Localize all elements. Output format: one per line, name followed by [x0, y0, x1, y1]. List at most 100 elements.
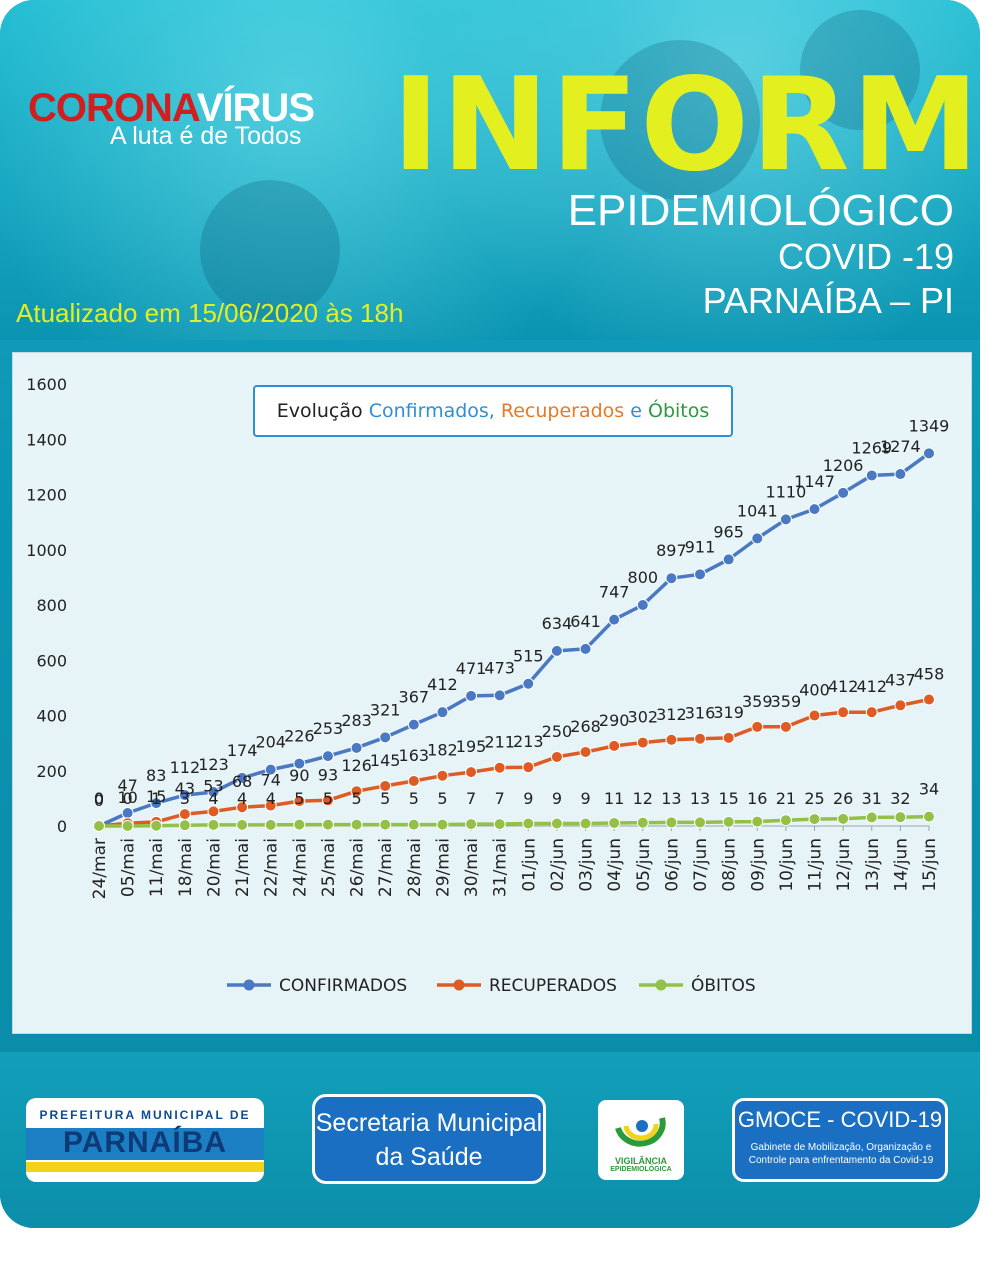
data-point — [550, 817, 563, 830]
data-point — [665, 816, 678, 829]
city-label: PARNAÍBA – PI — [702, 280, 954, 321]
data-point — [236, 771, 249, 784]
data-label: 268 — [570, 717, 601, 736]
series-line-2 — [99, 814, 930, 828]
x-tick-label: 12/jun — [834, 838, 854, 892]
data-label: 13 — [661, 789, 681, 808]
data-point — [293, 795, 306, 808]
data-label: 53 — [203, 776, 223, 795]
data-label: 250 — [542, 722, 573, 741]
data-label: 90 — [289, 766, 309, 785]
data-label: 747 — [599, 583, 630, 602]
data-point — [665, 733, 678, 746]
chart-series — [93, 447, 935, 832]
data-point — [636, 736, 649, 749]
data-point — [93, 820, 105, 832]
data-point — [150, 819, 163, 832]
x-tick-label: 09/jun — [748, 838, 768, 892]
header-background — [0, 0, 980, 340]
data-point — [694, 816, 707, 829]
y-tick-label: 1000 — [26, 541, 67, 560]
data-point — [293, 757, 306, 770]
data-point — [407, 774, 420, 787]
data-point — [522, 817, 535, 830]
data-point — [379, 779, 392, 792]
chart-title-border — [253, 385, 733, 437]
data-label: 123 — [198, 755, 229, 774]
data-label: 515 — [513, 647, 544, 666]
chart-title-part: Recuperados — [501, 400, 630, 422]
y-tick-label: 0 — [57, 817, 67, 836]
data-point — [493, 818, 506, 831]
data-point — [665, 572, 678, 585]
data-point — [293, 818, 306, 831]
x-tick-label: 08/jun — [720, 838, 740, 892]
x-tick-label: 03/jun — [577, 838, 597, 892]
data-label: 290 — [599, 711, 630, 730]
legend-label: CONFIRMADOS — [279, 976, 407, 996]
x-tick-label: 25/mai — [319, 838, 339, 897]
data-label: 641 — [570, 612, 601, 631]
data-label: 0 — [94, 791, 104, 810]
prefeitura-logo: PREFEITURA MUNICIPAL DE PARNAÍBA — [26, 1098, 264, 1182]
logo-part-corona: CORONA — [28, 86, 198, 130]
data-label: 412 — [427, 675, 458, 694]
data-label: 0 — [94, 789, 104, 808]
data-label: 897 — [656, 541, 687, 560]
x-tick-label: 11/jun — [806, 838, 826, 892]
chart-title-part: e — [630, 400, 648, 422]
data-point — [550, 644, 563, 657]
updated-timestamp: Atualizado em 15/06/2020 às 18h — [16, 298, 404, 328]
data-point — [865, 706, 878, 719]
x-tick-label: 05/mai — [119, 838, 139, 897]
x-tick-label: 26/mai — [348, 838, 368, 897]
data-label: 367 — [399, 688, 430, 707]
data-point — [436, 769, 449, 782]
x-tick-label: 05/jun — [634, 838, 654, 892]
data-point — [808, 813, 821, 826]
x-tick-label: 10/jun — [777, 838, 797, 892]
data-point — [837, 812, 850, 825]
data-label: 302 — [628, 708, 659, 727]
data-point — [207, 818, 220, 831]
data-label: 112 — [170, 758, 201, 777]
data-label: 83 — [146, 766, 166, 785]
secretaria-line2: da Saúde — [375, 1143, 483, 1171]
data-label: 21 — [776, 789, 796, 808]
legend-marker — [453, 979, 465, 991]
chart-title: Evolução Confirmados, Recuperados e Óbit… — [277, 398, 710, 422]
data-point — [178, 808, 191, 821]
data-label: 312 — [656, 705, 687, 724]
data-label: 9 — [580, 789, 590, 808]
data-point — [236, 818, 249, 831]
x-tick-label: 04/jun — [605, 838, 625, 892]
data-label: 965 — [713, 522, 744, 541]
prefeitura-name: PARNAÍBA — [62, 1126, 228, 1159]
y-tick-label: 600 — [36, 651, 67, 670]
x-tick-label: 11/mai — [147, 838, 167, 897]
data-label: 16 — [747, 789, 767, 808]
data-point — [379, 731, 392, 744]
data-label: 800 — [628, 568, 659, 587]
coronavirus-logo: CORONAVÍRUS — [28, 86, 315, 131]
data-point — [350, 785, 363, 798]
virus-decoration — [200, 180, 340, 320]
data-label: 4 — [208, 789, 218, 808]
gmoce-description: Gabinete de Mobilização, Organização e C… — [748, 1142, 934, 1166]
vigilancia-line2: EPIDEMIOLÓGICA — [610, 1166, 672, 1173]
page-subtitle: EPIDEMIOLÓGICO — [567, 186, 954, 235]
data-point — [465, 818, 478, 831]
data-label: 12 — [633, 789, 653, 808]
data-point — [493, 761, 506, 774]
x-tick-label: 22/mai — [262, 838, 282, 897]
data-point — [636, 599, 649, 611]
data-point — [321, 818, 334, 831]
data-point — [837, 706, 850, 719]
data-label: 9 — [552, 789, 562, 808]
data-label: 473 — [484, 658, 515, 677]
x-tick-label: 24/mar — [90, 838, 110, 899]
logo-tagline: A luta é de Todos — [110, 122, 302, 150]
data-point — [465, 766, 478, 779]
